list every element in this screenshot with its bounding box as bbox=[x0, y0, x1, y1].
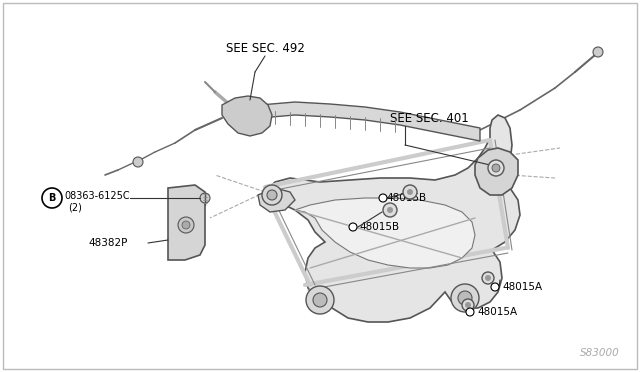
Circle shape bbox=[306, 286, 334, 314]
Circle shape bbox=[379, 194, 387, 202]
Circle shape bbox=[465, 302, 471, 308]
Circle shape bbox=[313, 293, 327, 307]
Circle shape bbox=[387, 207, 393, 213]
Circle shape bbox=[593, 47, 603, 57]
Circle shape bbox=[491, 283, 499, 291]
Polygon shape bbox=[258, 188, 295, 212]
Polygon shape bbox=[230, 102, 480, 141]
Circle shape bbox=[458, 291, 472, 305]
Circle shape bbox=[482, 272, 494, 284]
Circle shape bbox=[182, 221, 190, 229]
Text: (2): (2) bbox=[68, 202, 82, 212]
Text: 48015B: 48015B bbox=[359, 222, 399, 232]
Polygon shape bbox=[168, 185, 205, 260]
Circle shape bbox=[462, 299, 474, 311]
Text: B: B bbox=[48, 193, 56, 203]
Text: SEE SEC. 401: SEE SEC. 401 bbox=[390, 112, 468, 125]
Text: SEE SEC. 492: SEE SEC. 492 bbox=[225, 42, 305, 55]
Polygon shape bbox=[475, 148, 518, 195]
Text: 48015A: 48015A bbox=[502, 282, 542, 292]
Circle shape bbox=[451, 284, 479, 312]
Polygon shape bbox=[295, 198, 475, 268]
Circle shape bbox=[349, 223, 357, 231]
Circle shape bbox=[42, 188, 62, 208]
Circle shape bbox=[485, 275, 491, 281]
Circle shape bbox=[267, 190, 277, 200]
Circle shape bbox=[133, 157, 143, 167]
Polygon shape bbox=[222, 96, 272, 136]
Circle shape bbox=[492, 164, 500, 172]
Circle shape bbox=[466, 308, 474, 316]
Circle shape bbox=[407, 189, 413, 195]
Circle shape bbox=[383, 203, 397, 217]
Text: 48382P: 48382P bbox=[88, 238, 127, 248]
Circle shape bbox=[262, 185, 282, 205]
Circle shape bbox=[488, 160, 504, 176]
Circle shape bbox=[403, 185, 417, 199]
Text: S83000: S83000 bbox=[580, 348, 620, 358]
Text: 08363-6125C: 08363-6125C bbox=[64, 191, 130, 201]
Polygon shape bbox=[265, 115, 520, 322]
Circle shape bbox=[178, 217, 194, 233]
Circle shape bbox=[200, 193, 210, 203]
Text: 48015B: 48015B bbox=[386, 193, 426, 203]
Text: 48015A: 48015A bbox=[477, 307, 517, 317]
